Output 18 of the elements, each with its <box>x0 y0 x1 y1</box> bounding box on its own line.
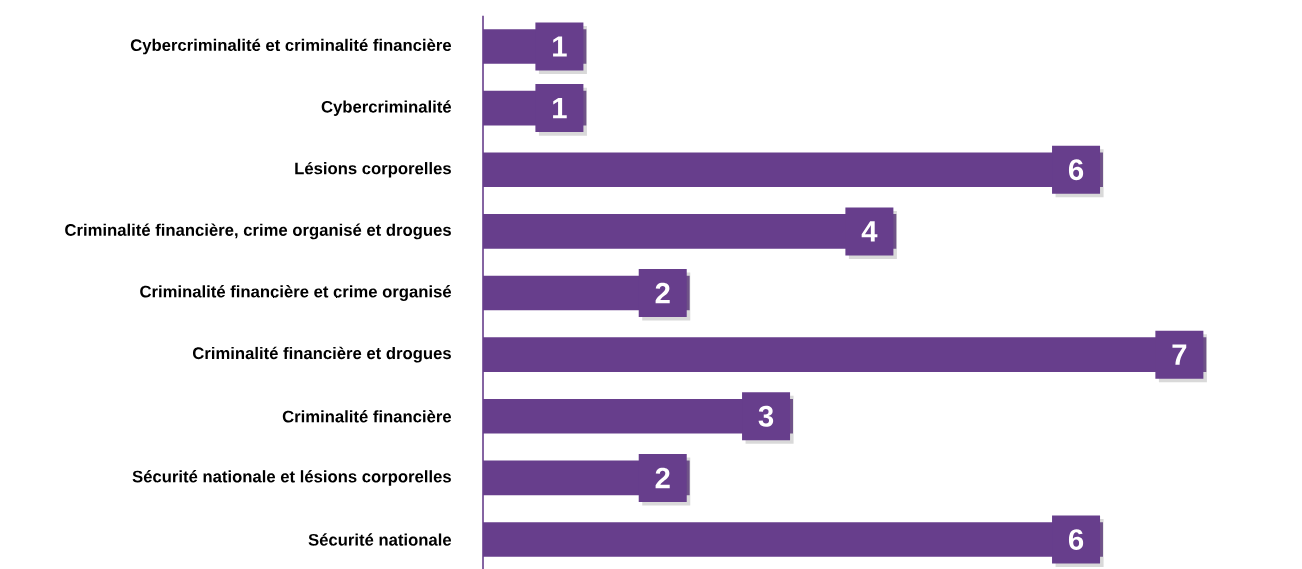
y-tick-label: Sécurité nationale et lésions corporelles <box>132 470 451 486</box>
data-label: 2 <box>655 282 670 304</box>
y-tick-label: Criminalité financière et drogues <box>192 346 451 363</box>
y-tick-label: Criminalité financière <box>282 410 452 423</box>
data-label: 6 <box>1068 159 1084 181</box>
y-tick-label: Cybercriminalité et criminalité financière <box>130 38 452 55</box>
data-label: 7 <box>1172 344 1187 365</box>
data-label: 6 <box>1068 529 1084 550</box>
data-label: 2 <box>655 467 670 489</box>
y-tick-label: Criminalité financière et crime organisé <box>140 285 452 301</box>
y-tick-label: Lésions corporelles <box>295 161 451 178</box>
y-tick-label: Cybercriminalité <box>321 100 452 116</box>
y-tick-label: Criminalité financière, crime organisé et drogues <box>65 223 451 240</box>
data-label: 3 <box>758 405 774 427</box>
data-label: 1 <box>553 98 567 119</box>
y-tick-label: Sécurité nationale <box>308 533 452 546</box>
data-label: 1 <box>553 36 567 57</box>
data-label: 4 <box>861 221 878 242</box>
